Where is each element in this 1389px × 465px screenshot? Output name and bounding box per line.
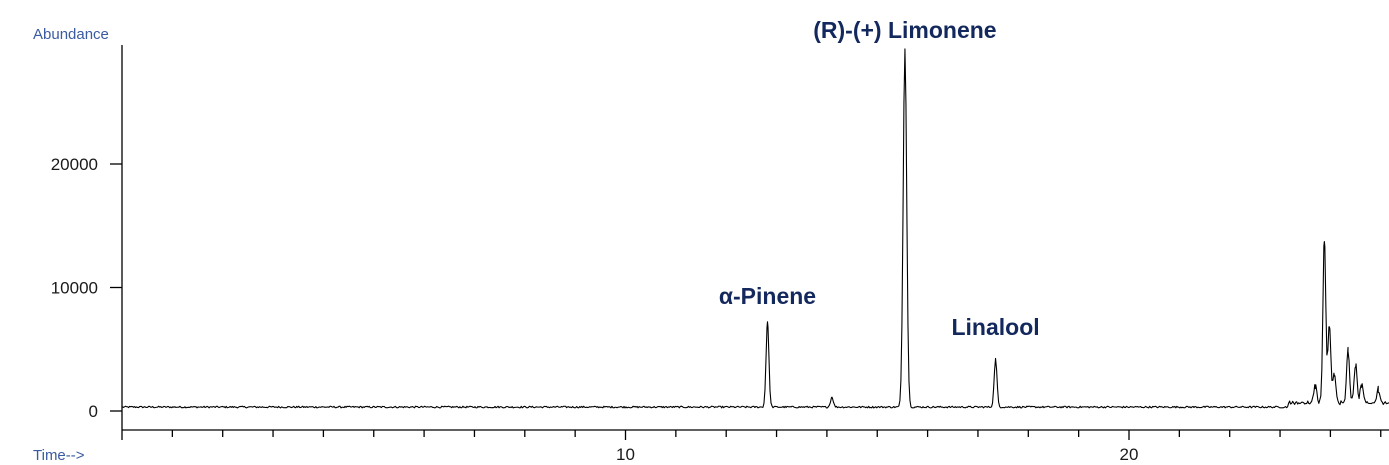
peak-label: (R)-(+) Limonene: [813, 17, 996, 43]
chromatogram-trace: [122, 48, 1389, 409]
peak-label: α-Pinene: [719, 283, 816, 309]
y-axis-title: Abundance: [33, 26, 109, 43]
peak-labels: α-Pinene (R)-(+) Limonene Linalool: [719, 17, 1040, 340]
peak-label: Linalool: [951, 314, 1039, 340]
x-axis: 10 20: [121, 429, 1389, 464]
y-axis: 0 10000 20000: [51, 45, 123, 430]
y-tick-label: 20000: [51, 155, 98, 174]
x-tick-label: 10: [616, 445, 635, 464]
y-tick-label: 0: [89, 402, 98, 421]
x-axis-title: Time-->: [33, 447, 85, 464]
y-tick-label: 10000: [51, 279, 98, 298]
x-tick-label: 20: [1120, 445, 1139, 464]
